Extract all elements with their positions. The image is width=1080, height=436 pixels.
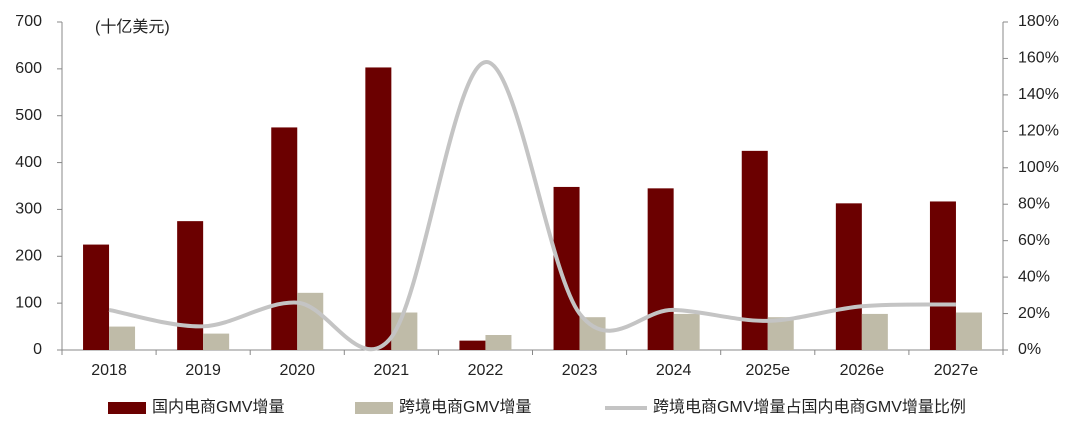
bar (365, 67, 392, 351)
bar (835, 203, 862, 350)
legend-label: 跨境电商GMV增量占国内电商GMV增量比例 (653, 397, 966, 416)
bar (955, 312, 982, 350)
legend-label: 国内电商GMV增量 (152, 398, 284, 416)
y2-tick-label: 160% (1018, 50, 1059, 67)
bar (177, 221, 204, 350)
x-tick-label: 2020 (279, 362, 315, 379)
legend-label: 跨境电商GMV增量 (399, 397, 531, 416)
y2-tick-label: 60% (1018, 232, 1050, 249)
bar (929, 201, 956, 350)
y-tick-label: 600 (15, 60, 42, 77)
x-tick-label: 2019 (185, 362, 221, 379)
bar (271, 127, 298, 350)
bar (647, 188, 674, 350)
bar (861, 313, 888, 350)
legend-swatch (355, 402, 393, 414)
unit-label: (十亿美元) (95, 18, 170, 36)
bar (673, 313, 700, 350)
bar (579, 317, 606, 350)
x-tick-label: 2026e (840, 362, 885, 379)
y2-tick-label: 180% (1018, 13, 1059, 30)
x-tick-label: 2027e (934, 362, 979, 379)
y-tick-label: 200 (15, 248, 42, 265)
bar (741, 150, 768, 350)
x-tick-label: 2024 (656, 362, 692, 379)
bar (203, 333, 230, 350)
y-tick-label: 300 (15, 201, 42, 218)
y-tick-label: 500 (15, 107, 42, 124)
y2-tick-label: 120% (1018, 123, 1059, 140)
y2-tick-label: 140% (1018, 86, 1059, 103)
bar (109, 326, 136, 350)
x-tick-label: 2022 (468, 362, 504, 379)
bar (459, 340, 486, 350)
y2-tick-label: 100% (1018, 159, 1059, 176)
x-tick-label: 2025e (746, 362, 791, 379)
y2-tick-label: 20% (1018, 305, 1050, 322)
y2-tick-label: 0% (1018, 341, 1041, 358)
bar (83, 244, 110, 350)
y-tick-label: 0 (33, 341, 42, 358)
x-tick-label: 2023 (562, 362, 598, 379)
x-tick-label: 2021 (374, 362, 410, 379)
y2-tick-label: 40% (1018, 268, 1050, 285)
y-tick-label: 100 (15, 294, 42, 311)
y2-tick-label: 80% (1018, 195, 1050, 212)
bar (553, 186, 580, 350)
line (108, 60, 956, 352)
legend-swatch (108, 402, 146, 414)
y-tick-label: 400 (15, 154, 42, 171)
y-tick-label: 700 (15, 13, 42, 30)
x-tick-label: 2018 (91, 362, 127, 379)
bar (485, 335, 512, 350)
